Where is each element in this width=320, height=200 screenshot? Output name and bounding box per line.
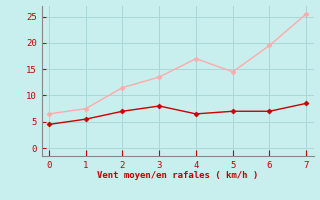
X-axis label: Vent moyen/en rafales ( km/h ): Vent moyen/en rafales ( km/h ): [97, 171, 258, 180]
